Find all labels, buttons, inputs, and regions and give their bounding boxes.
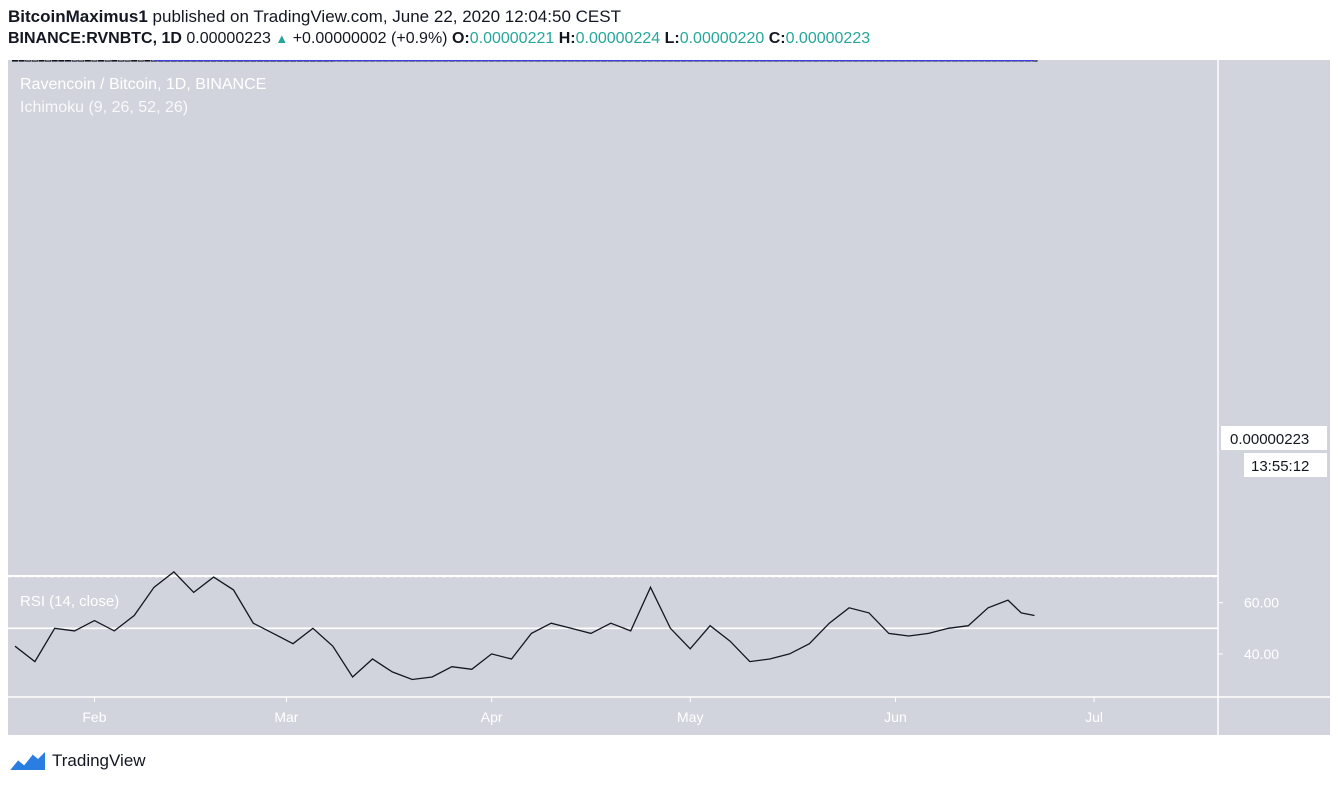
publish-info: published on TradingView.com, June 22, 2… [152,7,621,26]
down-candle [51,60,58,62]
high-label: H: [558,30,576,47]
up-candle [31,60,38,62]
chart-canvas[interactable]: 0.000002000.000002100.000002300.00000240… [8,60,1330,738]
down-candle [18,60,25,62]
brand-footer[interactable]: TradingView [8,748,146,774]
price-badge [1221,426,1327,450]
up-candle [91,60,98,62]
time-tick-label: May [677,709,703,725]
publish-line: BitcoinMaximus1 published on TradingView… [8,6,1328,28]
open-label: O: [451,30,470,47]
down-candle [64,60,71,62]
low-label: L: [664,30,680,47]
up-triangle-icon: ▲ [275,31,289,46]
rsi-label: RSI (14, close) [20,593,119,610]
rsi-line [14,571,1035,681]
down-candle [38,60,45,62]
down-candle [12,60,18,62]
time-tick-label: Apr [481,709,503,725]
up-candle [117,60,124,62]
time-tick-label: Feb [82,709,106,725]
low-value: 0.00000220 [679,30,765,47]
high-value: 0.00000224 [575,30,661,47]
tradingview-logo-icon [8,752,45,771]
time-axis-background [8,697,1218,735]
last-price: 0.00000223 [186,30,271,47]
up-candle [104,60,111,62]
up-candle [45,60,52,62]
close-label: C: [768,30,786,47]
time-tick-label: Jun [884,709,907,725]
up-candle [71,60,78,62]
indicator-label: Ichimoku (9, 26, 52, 26) [20,99,188,116]
rsi-pane-background [8,577,1218,697]
price-pane-background [8,60,1218,575]
up-candle [25,60,32,62]
price-change: +0.00000002 (+0.9%) [292,30,448,47]
price-badge-text: 0.00000223 [1230,431,1309,448]
rsi-tick-label: 60.00 [1244,595,1279,611]
author-name[interactable]: BitcoinMaximus1 [8,7,148,26]
chart-title-overlay: Ravencoin / Bitcoin, 1D, BINANCE [20,76,266,93]
time-tick-label: Mar [274,709,298,725]
up-candle [124,60,131,62]
down-candle [144,60,151,62]
down-candle [98,60,105,62]
down-candle [58,60,65,62]
ohlc-line: BINANCE:RVNBTC, 1D 0.00000223 ▲ +0.00000… [8,28,1328,50]
close-value: 0.00000223 [785,30,871,47]
down-candle [84,60,91,62]
countdown-text: 13:55:12 [1251,458,1309,475]
chart-header: BitcoinMaximus1 published on TradingView… [8,6,1328,50]
down-candle [131,60,138,62]
symbol-label: BINANCE:RVNBTC, 1D [8,30,182,47]
open-value: 0.00000221 [469,30,555,47]
rsi-tick-label: 40.00 [1244,646,1279,662]
down-candle [111,60,118,62]
brand-name: TradingView [52,751,146,770]
countdown-badge [1244,453,1327,477]
up-candle [137,60,144,62]
time-tick-label: Jul [1085,709,1103,725]
price-axis-background [1218,60,1330,735]
up-candle [78,60,85,62]
